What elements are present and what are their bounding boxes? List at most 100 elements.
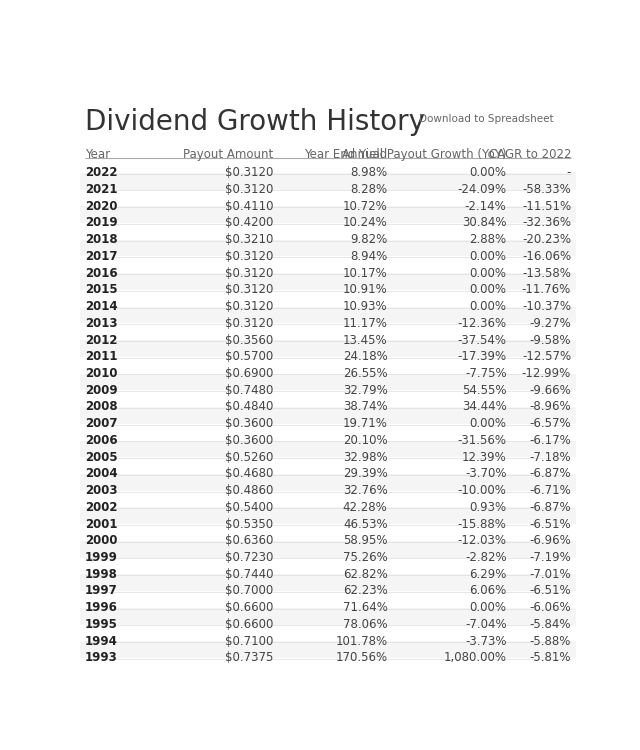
Text: -11.76%: -11.76% <box>522 284 571 296</box>
Bar <box>80 407 576 424</box>
Text: 78.06%: 78.06% <box>343 618 388 631</box>
Text: -10.00%: -10.00% <box>458 484 507 497</box>
Text: -7.04%: -7.04% <box>465 618 507 631</box>
Text: -12.57%: -12.57% <box>522 350 571 363</box>
Text: $0.4860: $0.4860 <box>225 484 273 497</box>
Bar <box>80 307 576 323</box>
Bar <box>80 190 576 206</box>
Text: 58.95%: 58.95% <box>343 534 388 548</box>
Text: -6.57%: -6.57% <box>529 417 571 430</box>
Text: -9.58%: -9.58% <box>529 334 571 346</box>
Text: -15.88%: -15.88% <box>458 518 507 530</box>
Text: -20.23%: -20.23% <box>522 233 571 246</box>
Text: 32.79%: 32.79% <box>343 384 388 397</box>
Text: 1999: 1999 <box>85 551 118 564</box>
Bar <box>80 323 576 340</box>
Text: 71.64%: 71.64% <box>342 602 388 614</box>
Text: -58.33%: -58.33% <box>522 183 571 196</box>
Text: 10.17%: 10.17% <box>343 266 388 280</box>
Bar <box>80 625 576 641</box>
Text: -9.27%: -9.27% <box>529 316 571 330</box>
Text: 2006: 2006 <box>85 433 118 447</box>
Bar <box>80 340 576 357</box>
Text: 2021: 2021 <box>85 183 118 196</box>
Text: 2015: 2015 <box>85 284 118 296</box>
Text: $0.3120: $0.3120 <box>225 266 273 280</box>
Bar <box>80 641 576 658</box>
Bar <box>80 574 576 591</box>
Text: -5.84%: -5.84% <box>529 618 571 631</box>
Text: -7.19%: -7.19% <box>529 551 571 564</box>
Text: $0.4110: $0.4110 <box>225 200 273 213</box>
Bar <box>80 223 576 240</box>
Text: $0.3120: $0.3120 <box>225 250 273 262</box>
Bar <box>80 290 576 307</box>
Text: 10.24%: 10.24% <box>343 217 388 229</box>
Text: $0.5400: $0.5400 <box>225 501 273 514</box>
Text: 2017: 2017 <box>85 250 118 262</box>
Text: 8.28%: 8.28% <box>350 183 388 196</box>
Text: 2010: 2010 <box>85 367 118 380</box>
Bar <box>80 156 576 172</box>
Text: Dividend Growth History: Dividend Growth History <box>85 109 425 136</box>
Text: -6.96%: -6.96% <box>529 534 571 548</box>
Text: 9.82%: 9.82% <box>350 233 388 246</box>
Text: $0.7480: $0.7480 <box>225 384 273 397</box>
Text: 19.71%: 19.71% <box>342 417 388 430</box>
Text: Year End Yield: Year End Yield <box>304 148 388 160</box>
Text: 13.45%: 13.45% <box>343 334 388 346</box>
Text: 12.39%: 12.39% <box>462 451 507 464</box>
Bar <box>80 273 576 290</box>
Text: 0.00%: 0.00% <box>470 266 507 280</box>
Text: 6.06%: 6.06% <box>469 584 507 598</box>
Text: 10.91%: 10.91% <box>343 284 388 296</box>
Text: 1994: 1994 <box>85 634 118 647</box>
Text: $0.3120: $0.3120 <box>225 300 273 313</box>
Text: 2019: 2019 <box>85 217 118 229</box>
Text: 2.88%: 2.88% <box>469 233 507 246</box>
Text: 0.00%: 0.00% <box>470 417 507 430</box>
Text: $0.3600: $0.3600 <box>225 417 273 430</box>
Text: 30.84%: 30.84% <box>462 217 507 229</box>
Text: -6.71%: -6.71% <box>529 484 571 497</box>
Text: -12.03%: -12.03% <box>458 534 507 548</box>
Text: -16.06%: -16.06% <box>522 250 571 262</box>
Text: $0.7100: $0.7100 <box>225 634 273 647</box>
Text: 2009: 2009 <box>85 384 118 397</box>
Text: 46.53%: 46.53% <box>343 518 388 530</box>
Text: -7.01%: -7.01% <box>529 568 571 580</box>
Text: -6.51%: -6.51% <box>529 518 571 530</box>
Text: 2000: 2000 <box>85 534 118 548</box>
Text: -2.14%: -2.14% <box>465 200 507 213</box>
Text: -7.18%: -7.18% <box>529 451 571 464</box>
Text: 0.00%: 0.00% <box>470 284 507 296</box>
Text: $0.4200: $0.4200 <box>225 217 273 229</box>
Text: 0.00%: 0.00% <box>470 602 507 614</box>
Text: 2002: 2002 <box>85 501 118 514</box>
Text: -24.09%: -24.09% <box>458 183 507 196</box>
Text: 170.56%: 170.56% <box>335 651 388 664</box>
Text: $0.3120: $0.3120 <box>225 316 273 330</box>
Bar <box>80 524 576 541</box>
Text: $0.7000: $0.7000 <box>225 584 273 598</box>
Text: 32.76%: 32.76% <box>343 484 388 497</box>
Text: 10.72%: 10.72% <box>343 200 388 213</box>
Text: -6.87%: -6.87% <box>529 501 571 514</box>
Text: $0.6600: $0.6600 <box>225 618 273 631</box>
Text: 0.00%: 0.00% <box>470 166 507 179</box>
Text: 1996: 1996 <box>85 602 118 614</box>
Bar <box>80 390 576 407</box>
Text: 1997: 1997 <box>85 584 118 598</box>
Text: $0.6360: $0.6360 <box>225 534 273 548</box>
Text: -8.96%: -8.96% <box>529 400 571 413</box>
Text: 2013: 2013 <box>85 316 118 330</box>
Text: $0.3120: $0.3120 <box>225 166 273 179</box>
Text: 2020: 2020 <box>85 200 118 213</box>
Text: $0.3120: $0.3120 <box>225 284 273 296</box>
Text: -9.66%: -9.66% <box>529 384 571 397</box>
Text: 6.29%: 6.29% <box>469 568 507 580</box>
Text: $0.7230: $0.7230 <box>225 551 273 564</box>
Text: Annual Payout Growth (YoY): Annual Payout Growth (YoY) <box>342 148 507 160</box>
Text: -12.99%: -12.99% <box>522 367 571 380</box>
Text: $0.6900: $0.6900 <box>225 367 273 380</box>
